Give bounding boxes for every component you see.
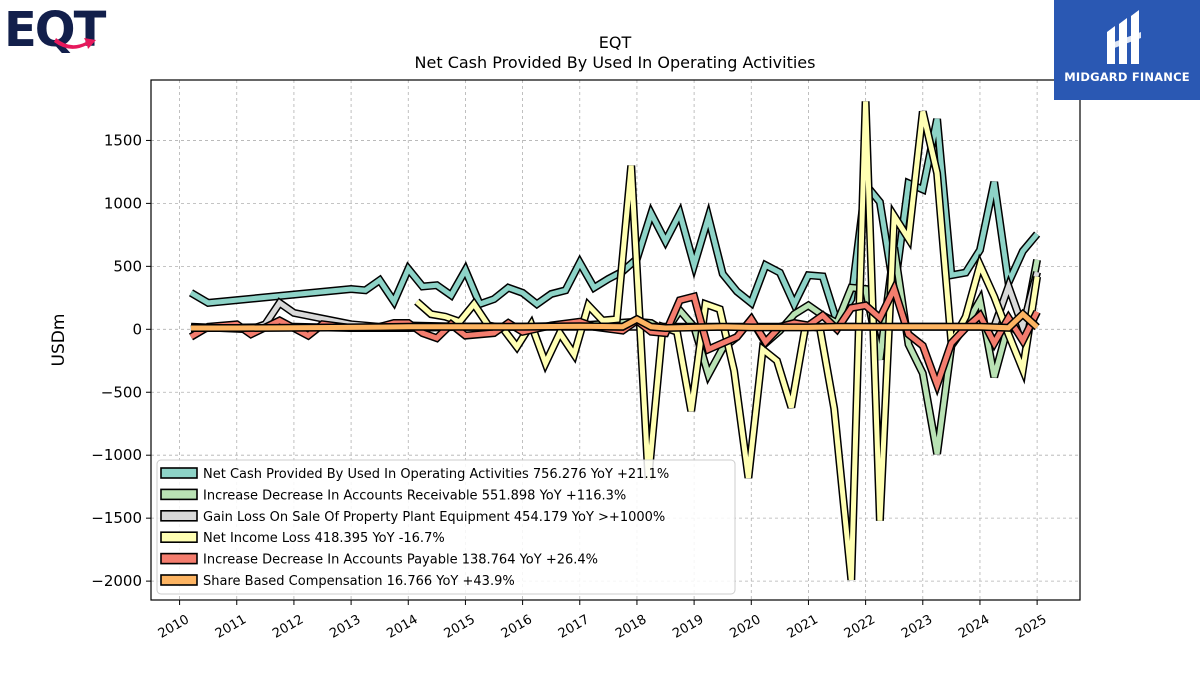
x-tick-label: 2016 [499, 612, 535, 642]
legend: Net Cash Provided By Used In Operating A… [156, 459, 736, 595]
y-tick-label: −1500 [91, 509, 142, 527]
y-tick-label: 1000 [104, 194, 142, 212]
x-tick-label: 2018 [613, 612, 649, 642]
x-tick-label: 2020 [727, 612, 763, 642]
legend-box [156, 459, 736, 595]
legend-swatch [160, 467, 198, 479]
x-tick-label: 2011 [213, 612, 249, 642]
x-tick-label: 2019 [670, 612, 706, 642]
x-tick-label: 2025 [1013, 612, 1049, 642]
midgard-logo: MIDGARD FINANCE [1054, 0, 1200, 100]
x-tick-label: 2021 [785, 612, 821, 642]
x-tick-label: 2015 [442, 612, 478, 642]
y-tick-label: 1500 [104, 131, 142, 149]
midgard-logo-text: MIDGARD FINANCE [1064, 70, 1190, 84]
x-tick-label: 2017 [556, 612, 592, 642]
x-tick-label: 2022 [842, 612, 878, 642]
eqt-logo-text: EQT [4, 2, 107, 54]
legend-swatch [160, 531, 198, 544]
legend-entry: Increase Decrease In Accounts Payable 13… [203, 553, 598, 568]
x-axis: 2010 2011 2012 2013 2014 2015 2016 2017 2018 2019… [156, 600, 1049, 642]
y-tick-label: 0 [132, 320, 142, 338]
midgard-logo-icon [1107, 10, 1141, 64]
eqt-logo-icon: EQT [4, 2, 109, 54]
legend-swatch [160, 574, 198, 586]
plot-frame [150, 79, 1081, 601]
x-tick-label: 2012 [270, 612, 306, 642]
series-5 [191, 308, 1040, 333]
legend-entry: Net Income Loss 418.395 YoY -16.7% [203, 531, 445, 546]
series-line [189, 282, 1040, 393]
x-tick-label: 2014 [384, 612, 420, 642]
y-axis-label: USDm [49, 314, 69, 367]
chart-subtitle: Net Cash Provided By Used In Operating A… [415, 53, 816, 72]
legend-entry: Gain Loss On Sale Of Property Plant Equi… [203, 510, 665, 525]
legend-swatch [160, 509, 198, 522]
chart-title: EQT [599, 33, 632, 52]
series-line [191, 310, 1039, 331]
y-tick-label: −2000 [91, 572, 142, 590]
legend-swatch [160, 552, 198, 565]
y-tick-label: −500 [101, 383, 142, 401]
y-axis: −2000 −1500 −1000 −500 0 500 1000 1500 [91, 131, 151, 590]
x-tick-label: 2023 [899, 612, 935, 642]
x-tick-label: 2010 [156, 612, 192, 642]
legend-entry: Increase Decrease In Accounts Receivable… [203, 488, 626, 503]
y-tick-label: −1000 [91, 446, 142, 464]
plot-series [188, 101, 1042, 581]
legend-entry: Share Based Compensation 16.766 YoY +43.… [203, 574, 515, 589]
y-tick-label: 500 [113, 257, 142, 275]
series-4 [188, 278, 1041, 397]
legend-entry: Net Cash Provided By Used In Operating A… [203, 467, 669, 482]
x-tick-label: 2013 [327, 612, 363, 642]
legend-swatch [160, 488, 198, 501]
x-tick-label: 2024 [956, 612, 992, 642]
